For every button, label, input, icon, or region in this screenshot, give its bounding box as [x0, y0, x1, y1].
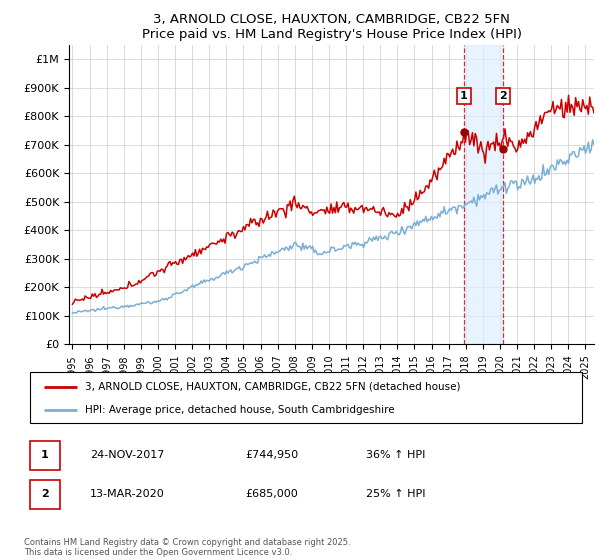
Text: 24-NOV-2017: 24-NOV-2017	[90, 450, 164, 460]
Text: £685,000: £685,000	[245, 489, 298, 500]
Text: Contains HM Land Registry data © Crown copyright and database right 2025.
This d: Contains HM Land Registry data © Crown c…	[24, 538, 350, 557]
Text: 2: 2	[499, 91, 507, 101]
FancyBboxPatch shape	[29, 441, 60, 469]
Text: 3, ARNOLD CLOSE, HAUXTON, CAMBRIDGE, CB22 5FN (detached house): 3, ARNOLD CLOSE, HAUXTON, CAMBRIDGE, CB2…	[85, 381, 461, 391]
FancyBboxPatch shape	[29, 480, 60, 509]
Text: 25% ↑ HPI: 25% ↑ HPI	[366, 489, 426, 500]
Text: HPI: Average price, detached house, South Cambridgeshire: HPI: Average price, detached house, Sout…	[85, 405, 395, 415]
Bar	[464, 45, 503, 344]
Text: 1: 1	[41, 450, 49, 460]
Text: £744,950: £744,950	[245, 450, 298, 460]
Text: 36% ↑ HPI: 36% ↑ HPI	[366, 450, 425, 460]
Text: 1: 1	[460, 91, 468, 101]
Text: 13-MAR-2020: 13-MAR-2020	[90, 489, 165, 500]
Title: 3, ARNOLD CLOSE, HAUXTON, CAMBRIDGE, CB22 5FN
Price paid vs. HM Land Registry's : 3, ARNOLD CLOSE, HAUXTON, CAMBRIDGE, CB2…	[142, 13, 521, 41]
Text: 2: 2	[41, 489, 49, 500]
FancyBboxPatch shape	[30, 372, 582, 423]
